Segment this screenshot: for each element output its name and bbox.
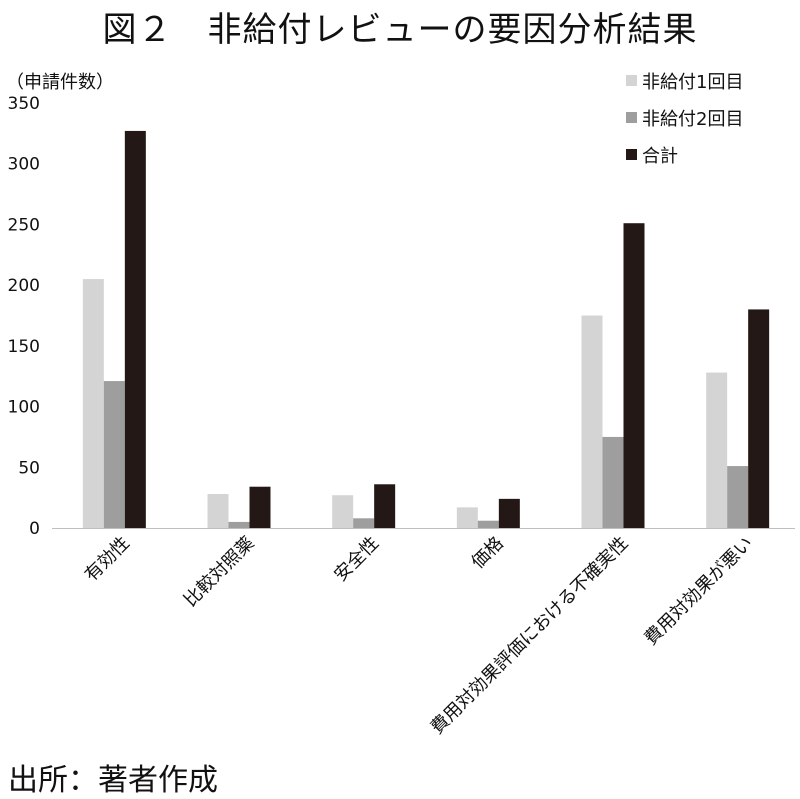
- chart-title: 図２ 非給付レビューの要因分析結果: [102, 10, 698, 50]
- x-tick-label: 有効性: [81, 533, 134, 586]
- bar: [374, 484, 396, 528]
- bar: [249, 486, 271, 528]
- legend-label: 非給付2回目: [642, 108, 744, 130]
- y-tick-label: 200: [8, 276, 40, 296]
- y-tick-label: 0: [29, 519, 40, 539]
- x-tick-label: 安全性: [330, 533, 383, 586]
- bar: [82, 279, 104, 528]
- y-tick-label: 300: [8, 155, 40, 175]
- x-tick-label: 費用対効果が悪い: [641, 533, 758, 650]
- y-tick-label: 100: [8, 398, 40, 418]
- bar: [124, 130, 146, 528]
- bar: [581, 315, 603, 528]
- legend: 非給付1回目 非給付2回目 合計: [626, 62, 743, 173]
- y-tick-label: 350: [8, 94, 40, 114]
- bar: [456, 507, 478, 528]
- source-note: 出所：著者作成: [8, 763, 218, 798]
- bar: [498, 498, 520, 528]
- bar: [103, 381, 125, 528]
- y-tick-label: 250: [8, 215, 40, 235]
- bar: [727, 466, 749, 528]
- bar: [477, 520, 499, 528]
- y-axis-unit-label: （申請件数）: [6, 72, 114, 93]
- legend-item: 非給付2回目: [626, 99, 743, 136]
- x-tick-label: 費用対効果評価における不確実性: [427, 533, 633, 739]
- legend-item: 合計: [626, 136, 743, 173]
- bar: [332, 495, 354, 528]
- legend-label: 非給付1回目: [642, 71, 744, 93]
- bar: [353, 518, 375, 528]
- legend-swatch: [626, 149, 637, 160]
- x-tick-label: 比較対照薬: [180, 533, 258, 611]
- bar: [623, 223, 645, 528]
- bar: [706, 372, 728, 528]
- y-tick-label: 50: [18, 458, 40, 478]
- bar: [207, 494, 229, 528]
- bar: [748, 309, 770, 528]
- bar: [602, 436, 624, 528]
- legend-swatch: [626, 75, 637, 86]
- bar: [228, 521, 250, 528]
- legend-label: 合計: [642, 145, 678, 167]
- x-tick-label: 価格: [468, 533, 508, 573]
- legend-item: 非給付1回目: [626, 62, 743, 99]
- legend-swatch: [626, 112, 637, 123]
- y-tick-label: 150: [8, 337, 40, 357]
